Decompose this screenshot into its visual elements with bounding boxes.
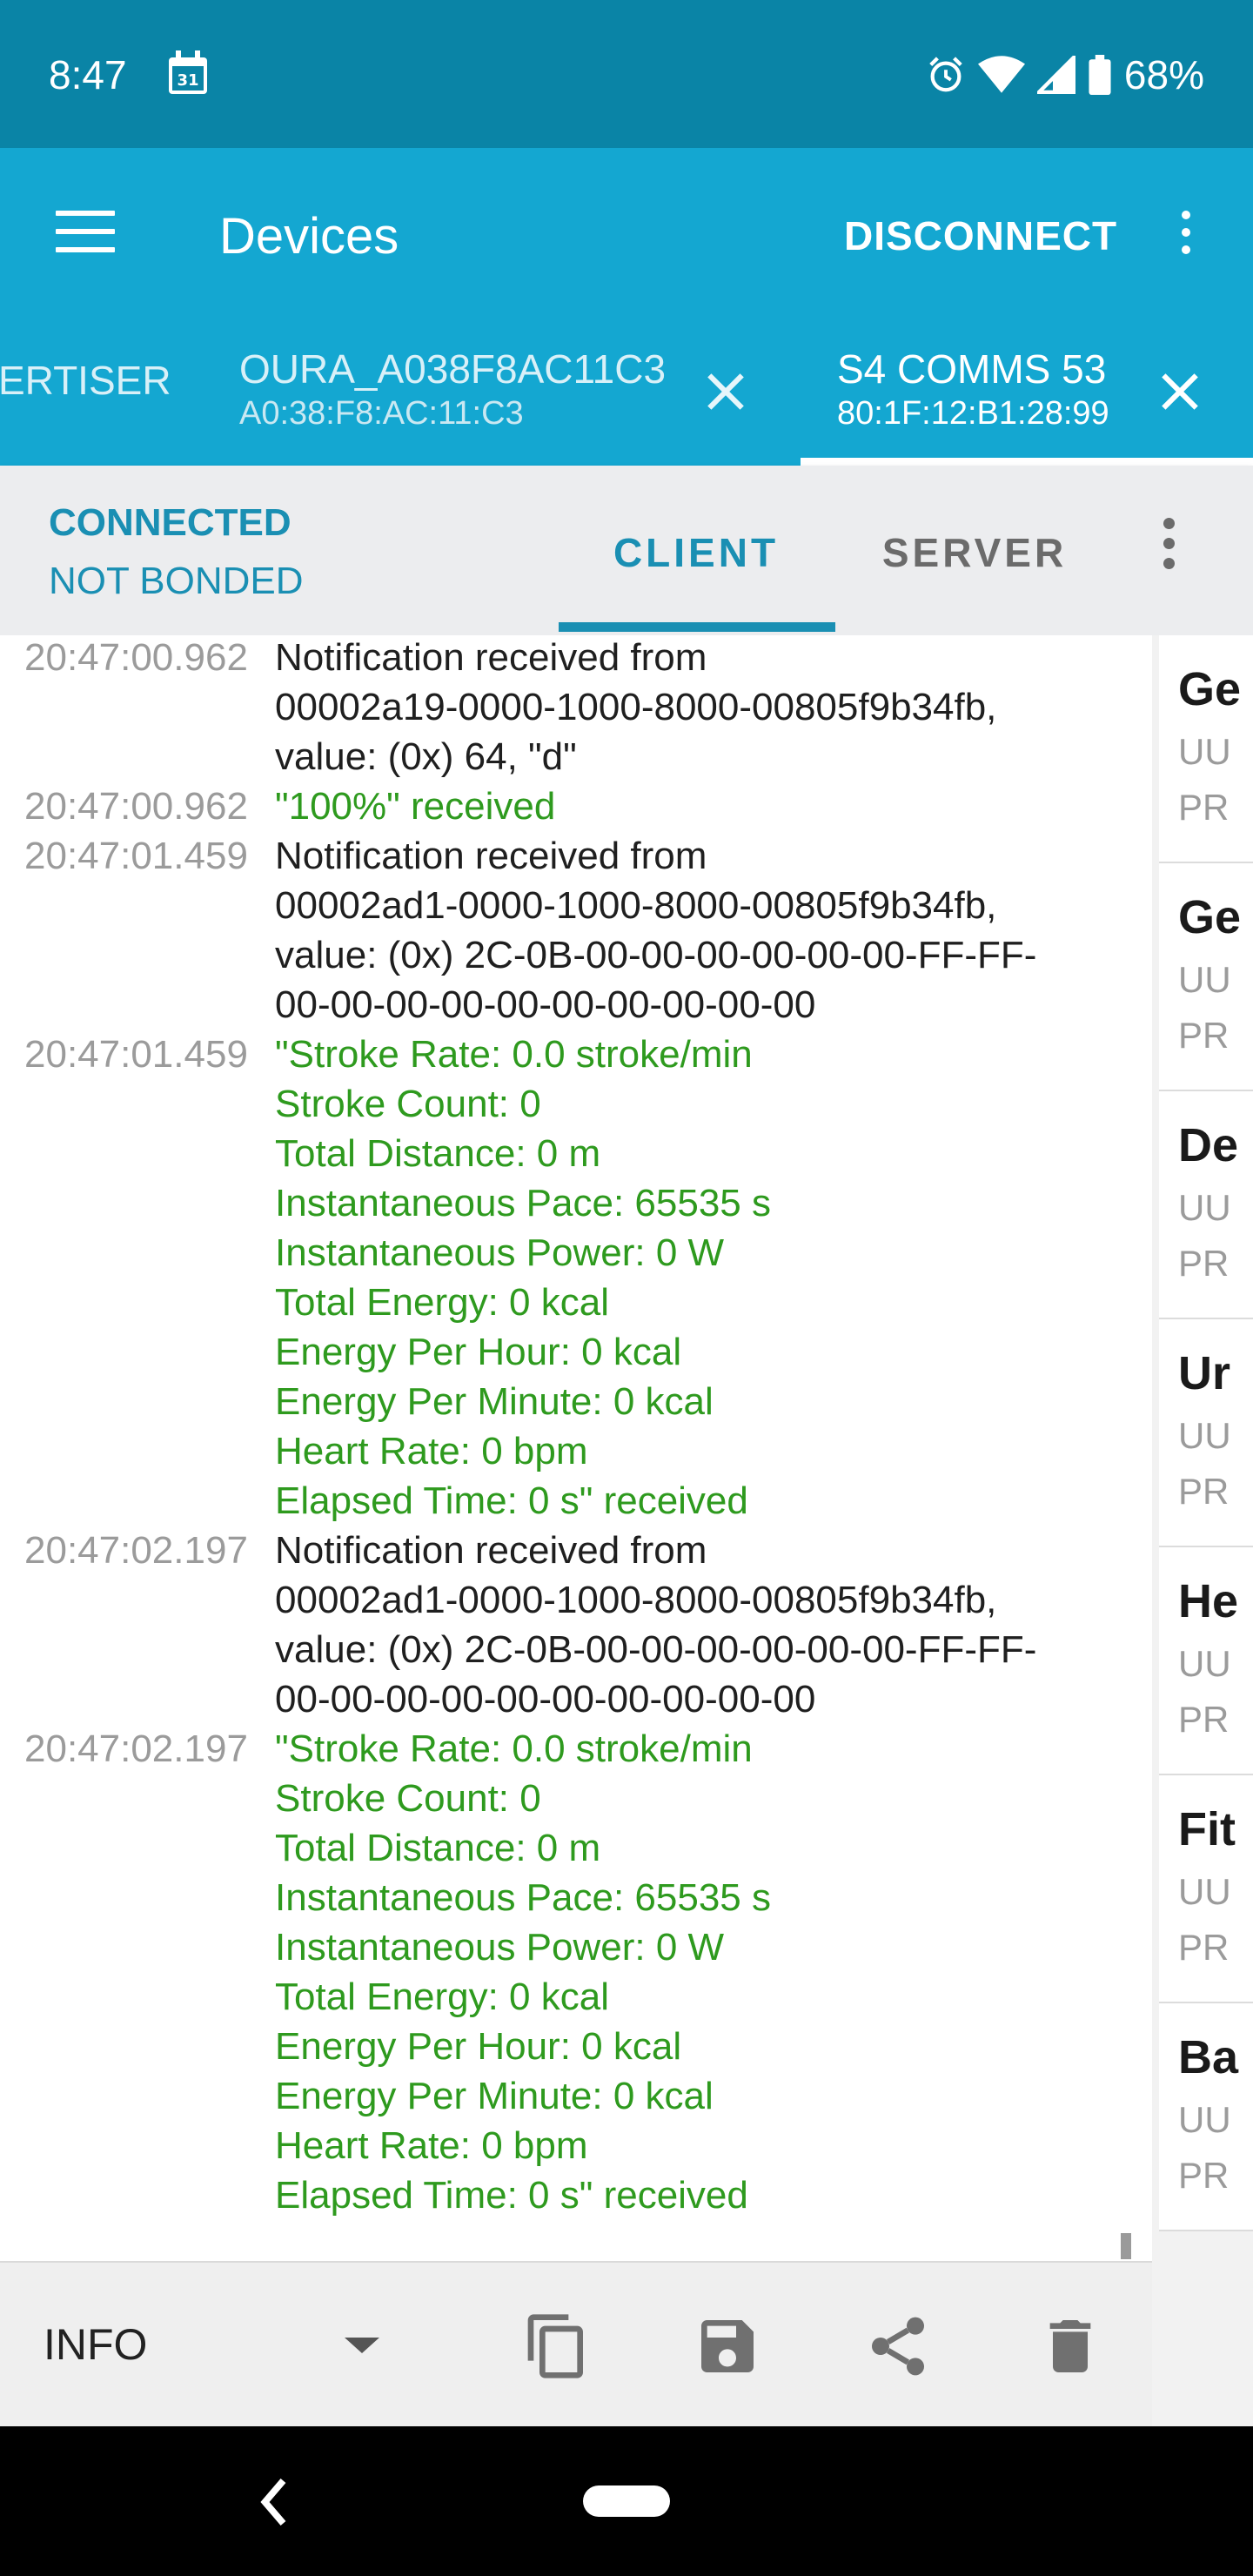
- home-pill[interactable]: [583, 2485, 670, 2517]
- service-uuid: UU: [1178, 1643, 1231, 1684]
- service-name: De: [1178, 1119, 1239, 1171]
- device-tab-s4-comms[interactable]: S4 COMMS 53 80:1F:12:B1:28:99: [837, 345, 1109, 475]
- service-item[interactable]: Ur UU PR: [1159, 1319, 1253, 1547]
- services-panel: Ge UU PR Ge UU PR De UU PR Ur UU PR He U…: [1152, 635, 1253, 2426]
- service-name: Ba: [1178, 2031, 1239, 2083]
- delete-icon[interactable]: [1035, 2311, 1105, 2381]
- service-name: Ur: [1178, 1347, 1231, 1399]
- tab-client[interactable]: CLIENT: [613, 530, 780, 575]
- log-message: "100%" received: [275, 785, 556, 828]
- log-entry: 20:47:01.459 Notification received from …: [0, 831, 1152, 1030]
- service-item[interactable]: De UU PR: [1159, 1091, 1253, 1319]
- log-message: "Stroke Rate: 0.0 stroke/min Stroke Coun…: [275, 1727, 771, 2217]
- service-type: PR: [1178, 1015, 1230, 1056]
- log-entry: 20:47:02.197 Notification received from …: [0, 1526, 1152, 1724]
- disconnect-button[interactable]: DISCONNECT: [844, 213, 1118, 258]
- log-timestamp: 20:47:01.459: [24, 1033, 248, 1076]
- service-name: Ge: [1178, 663, 1242, 715]
- service-type: PR: [1178, 1699, 1230, 1740]
- log-entry: 20:47:00.962 "100%" received: [0, 782, 1152, 831]
- service-uuid: UU: [1178, 959, 1231, 1000]
- app-bar: Devices DISCONNECT ERTISER OURA_A038F8AC…: [0, 148, 1253, 466]
- calendar-icon: 31: [169, 50, 207, 94]
- status-time: 8:47: [49, 52, 127, 97]
- log-timestamp: 20:47:01.459: [24, 835, 248, 877]
- device-tab-address: 80:1F:12:B1:28:99: [837, 395, 1109, 432]
- service-uuid: UU: [1178, 731, 1231, 772]
- service-type: PR: [1178, 2155, 1230, 2196]
- log-entry: 20:47:00.962 Notification received from …: [0, 635, 1152, 782]
- hamburger-menu-icon[interactable]: [56, 211, 115, 252]
- device-tab-name: OURA_A038F8AC11C3: [239, 346, 667, 392]
- log-timestamp: 20:47:00.962: [24, 785, 248, 828]
- service-type: PR: [1178, 1471, 1230, 1512]
- device-tab-address: A0:38:F8:AC:11:C3: [239, 395, 524, 432]
- log-level-select[interactable]: INFO: [44, 2320, 148, 2369]
- log-message: Notification received from 00002ad1-0000…: [275, 835, 1037, 1026]
- tab-server[interactable]: SERVER: [881, 530, 1068, 575]
- close-tab-icon[interactable]: [1156, 367, 1204, 416]
- back-icon[interactable]: [252, 2472, 296, 2532]
- service-item[interactable]: Ba UU PR: [1159, 2003, 1253, 2231]
- cell-signal-icon: [1036, 56, 1075, 94]
- device-tab-oura[interactable]: OURA_A038F8AC11C3 A0:38:F8:AC:11:C3: [239, 345, 666, 475]
- log-message: Notification received from 00002a19-0000…: [275, 636, 997, 778]
- device-tab-name: ERTISER: [0, 358, 171, 403]
- connection-state: CONNECTED: [49, 501, 291, 544]
- log-entry: 20:47:01.459 "Stroke Rate: 0.0 stroke/mi…: [0, 1030, 1152, 1526]
- dropdown-arrow-icon[interactable]: [345, 2338, 379, 2353]
- service-name: Fit: [1178, 1803, 1236, 1855]
- service-uuid: UU: [1178, 1415, 1231, 1456]
- save-icon[interactable]: [693, 2311, 762, 2381]
- svg-text:31: 31: [177, 71, 198, 90]
- service-name: He: [1178, 1575, 1239, 1627]
- service-type: PR: [1178, 787, 1230, 828]
- service-item[interactable]: Ge UU PR: [1159, 863, 1253, 1091]
- page-title: Devices: [219, 208, 399, 265]
- battery-percent: 68%: [1123, 52, 1204, 97]
- service-type: PR: [1178, 1243, 1230, 1284]
- log-message: Notification received from 00002ad1-0000…: [275, 1529, 1037, 1721]
- log-message: "Stroke Rate: 0.0 stroke/min Stroke Coun…: [275, 1033, 771, 1522]
- service-type: PR: [1178, 1927, 1230, 1968]
- more-options-icon[interactable]: [1164, 205, 1208, 266]
- active-tab-indicator: [801, 458, 1253, 466]
- copy-icon[interactable]: [522, 2311, 592, 2381]
- client-tab-indicator: [559, 622, 835, 632]
- connection-bar: CONNECTED NOT BONDED CLIENT SERVER: [0, 466, 1253, 635]
- service-uuid: UU: [1178, 1187, 1231, 1228]
- log-timestamp: 20:47:00.962: [24, 636, 248, 679]
- bond-state: NOT BONDED: [49, 560, 304, 602]
- system-nav-bar: [0, 2426, 1253, 2576]
- device-tab-name: S4 COMMS 53: [837, 346, 1107, 392]
- share-icon[interactable]: [863, 2311, 933, 2381]
- service-item[interactable]: He UU PR: [1159, 1547, 1253, 1775]
- log-scrollbar[interactable]: [1121, 2233, 1131, 2259]
- close-tab-icon[interactable]: [701, 367, 750, 416]
- log-toolbar: INFO: [0, 2261, 1152, 2428]
- connection-options-icon[interactable]: [1147, 518, 1190, 587]
- service-name: Ge: [1178, 891, 1242, 943]
- log-timestamp: 20:47:02.197: [24, 1529, 248, 1572]
- service-uuid: UU: [1178, 2099, 1231, 2140]
- wifi-icon: [977, 56, 1025, 93]
- status-bar: 8:47 31 68%: [0, 0, 1253, 148]
- service-item[interactable]: Ge UU PR: [1159, 635, 1253, 863]
- service-item[interactable]: Fit UU PR: [1159, 1775, 1253, 2003]
- device-tab-advertiser[interactable]: ERTISER: [0, 341, 171, 472]
- battery-icon: [1089, 55, 1111, 95]
- alarm-icon: [929, 57, 962, 92]
- log-timestamp: 20:47:02.197: [24, 1727, 248, 1770]
- log-list[interactable]: 20:47:00.962 Notification received from …: [0, 635, 1152, 2261]
- status-icons: 68%: [926, 49, 1204, 101]
- service-uuid: UU: [1178, 1871, 1231, 1912]
- log-entry: 20:47:02.197 "Stroke Rate: 0.0 stroke/mi…: [0, 1724, 1152, 2220]
